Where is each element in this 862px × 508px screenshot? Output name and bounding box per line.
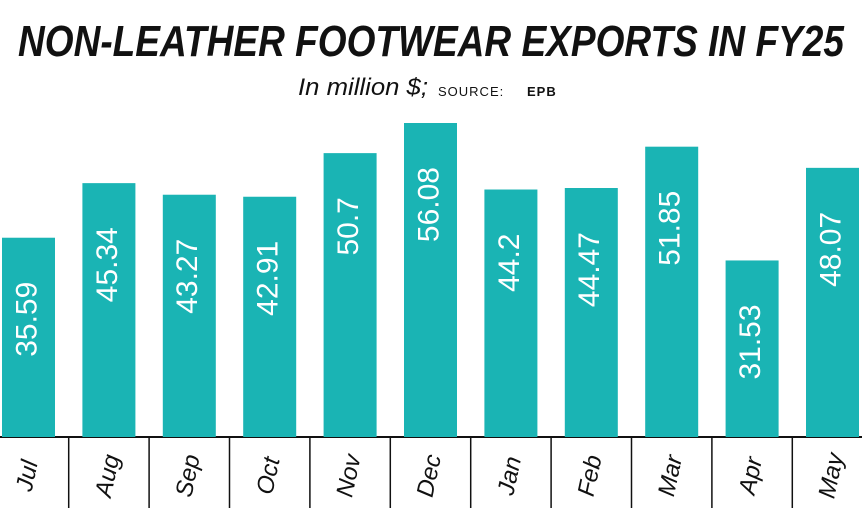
x-tick-label: Oct (251, 453, 285, 496)
x-tick-label: Mar (653, 452, 688, 499)
value-label: 42.91 (252, 241, 285, 316)
bar (806, 167, 859, 437)
value-label: 48.07 (814, 212, 847, 287)
chart-title: NON-LEATHER FOOTWEAR EXPORTS IN FY25 (18, 17, 844, 66)
value-label: 45.34 (91, 227, 124, 302)
x-tick-label: Sep (171, 452, 206, 499)
value-label: 50.7 (332, 197, 365, 255)
bar (162, 194, 216, 437)
x-tick-label: Nov (331, 450, 367, 499)
x-tick-label: May (813, 449, 849, 501)
bar (564, 188, 618, 437)
value-label: 43.27 (171, 239, 204, 314)
value-label: 56.08 (412, 167, 445, 242)
x-tick-label: Jul (11, 457, 44, 494)
x-tick-label: Aug (90, 451, 126, 501)
x-tick-label: Dec (412, 452, 447, 499)
bar (2, 237, 55, 437)
bar (404, 123, 457, 437)
x-tick-label: Jan (492, 454, 527, 498)
bar (484, 189, 538, 437)
source-label: SOURCE: (438, 84, 504, 99)
value-label: 44.2 (493, 234, 526, 292)
value-label: 51.85 (654, 191, 687, 266)
value-label: 35.59 (10, 282, 43, 357)
value-label: 31.53 (734, 304, 767, 379)
bar (82, 183, 136, 437)
bar (323, 153, 377, 437)
x-tick-label: Feb (573, 453, 608, 499)
bar (645, 146, 699, 437)
x-tick-label: Apr (733, 454, 768, 499)
source: EPB (527, 84, 557, 99)
bar (725, 260, 779, 437)
value-label: 44.47 (573, 232, 606, 307)
subtitle: In million $; (298, 74, 428, 101)
bar (243, 196, 297, 437)
